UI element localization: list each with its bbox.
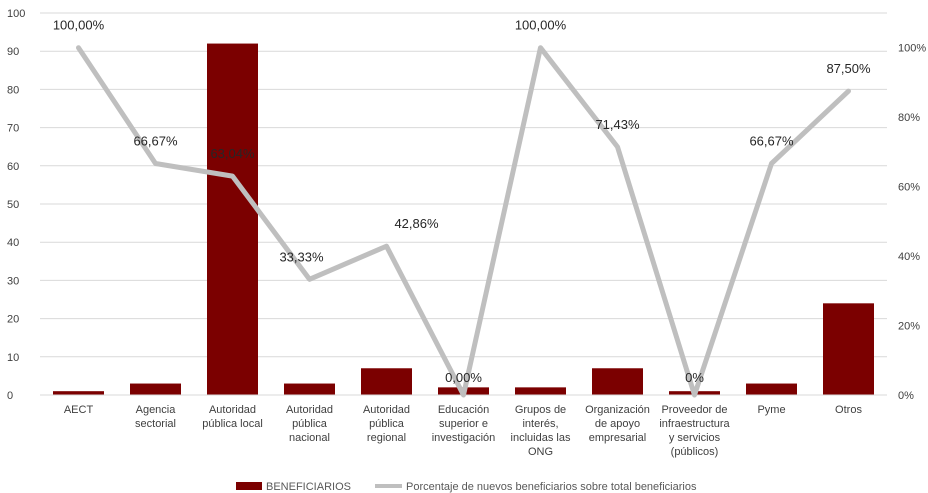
left-tick-label: 70 xyxy=(7,123,19,135)
legend-bar-swatch xyxy=(236,482,262,490)
category-label: Agencia sectorial xyxy=(135,404,176,430)
bar xyxy=(515,387,566,395)
category-label: Educación superior e investigación xyxy=(432,404,496,444)
category-label: Autoridad pública regional xyxy=(363,404,410,444)
category-label: Autoridad pública local xyxy=(202,404,263,430)
bar xyxy=(361,368,412,395)
left-tick-label: 100 xyxy=(7,8,25,20)
left-tick-label: 0 xyxy=(7,390,13,402)
right-tick-label: 20% xyxy=(898,321,920,333)
right-tick-label: 60% xyxy=(898,182,920,194)
category-labels: AECT Agencia sectorial Autoridad pública loc… xyxy=(64,404,863,458)
right-tick-label: 40% xyxy=(898,251,920,263)
right-tick-label: 80% xyxy=(898,112,920,124)
left-axis-ticks: 0 10 20 30 40 50 60 70 80 90 100 xyxy=(7,8,25,402)
left-tick-label: 40 xyxy=(7,237,19,249)
bar xyxy=(284,384,335,395)
category-label: AECT xyxy=(64,404,94,416)
legend-line-label: Porcentaje de nuevos beneficiarios sobre… xyxy=(406,481,697,493)
left-tick-label: 90 xyxy=(7,46,19,58)
line-data-label: 63,04% xyxy=(210,146,255,161)
bar xyxy=(823,303,874,395)
percentage-line xyxy=(79,48,849,395)
line-data-label: 33,33% xyxy=(279,249,324,264)
right-axis-ticks: 0% 20% 40% 60% 80% 100% xyxy=(898,43,926,402)
bar xyxy=(592,368,643,395)
left-tick-label: 20 xyxy=(7,314,19,326)
category-label: Otros xyxy=(835,404,862,416)
line-data-label: 100,00% xyxy=(515,18,567,33)
data-labels: 100,00% 66,67% 63,04% 33,33% 42,86% 0,00% 100,… xyxy=(53,18,871,385)
line-data-label: 66,67% xyxy=(133,133,178,148)
bar xyxy=(53,391,104,395)
legend: BENEFICIARIOS Porcentaje de nuevos benef… xyxy=(236,481,697,493)
category-label: Autoridad pública nacional xyxy=(286,404,333,444)
legend-bar-label: BENEFICIARIOS xyxy=(266,481,351,493)
bar xyxy=(207,44,258,395)
line-data-label: 0% xyxy=(685,370,704,385)
left-tick-label: 80 xyxy=(7,84,19,96)
left-tick-label: 30 xyxy=(7,275,19,287)
category-label: Proveedor de infraestructura y servicios (p… xyxy=(659,404,730,458)
line-data-label: 71,43% xyxy=(595,117,640,132)
category-label: Organización de apoyo empresarial xyxy=(585,404,650,444)
line-series xyxy=(79,48,849,395)
line-data-label: 66,67% xyxy=(749,133,794,148)
line-data-label: 87,50% xyxy=(826,61,871,76)
line-data-label: 42,86% xyxy=(394,216,439,231)
bar xyxy=(746,384,797,395)
category-label: Grupos de interés, incluidas las ONG xyxy=(511,404,571,458)
line-data-label: 0,00% xyxy=(445,370,482,385)
bar xyxy=(130,384,181,395)
left-tick-label: 10 xyxy=(7,352,19,364)
gridlines xyxy=(40,13,887,357)
left-tick-label: 60 xyxy=(7,161,19,173)
category-label: Pyme xyxy=(757,404,785,416)
line-data-label: 100,00% xyxy=(53,18,105,33)
left-tick-label: 50 xyxy=(7,199,19,211)
right-tick-label: 100% xyxy=(898,43,926,55)
right-tick-label: 0% xyxy=(898,390,914,402)
